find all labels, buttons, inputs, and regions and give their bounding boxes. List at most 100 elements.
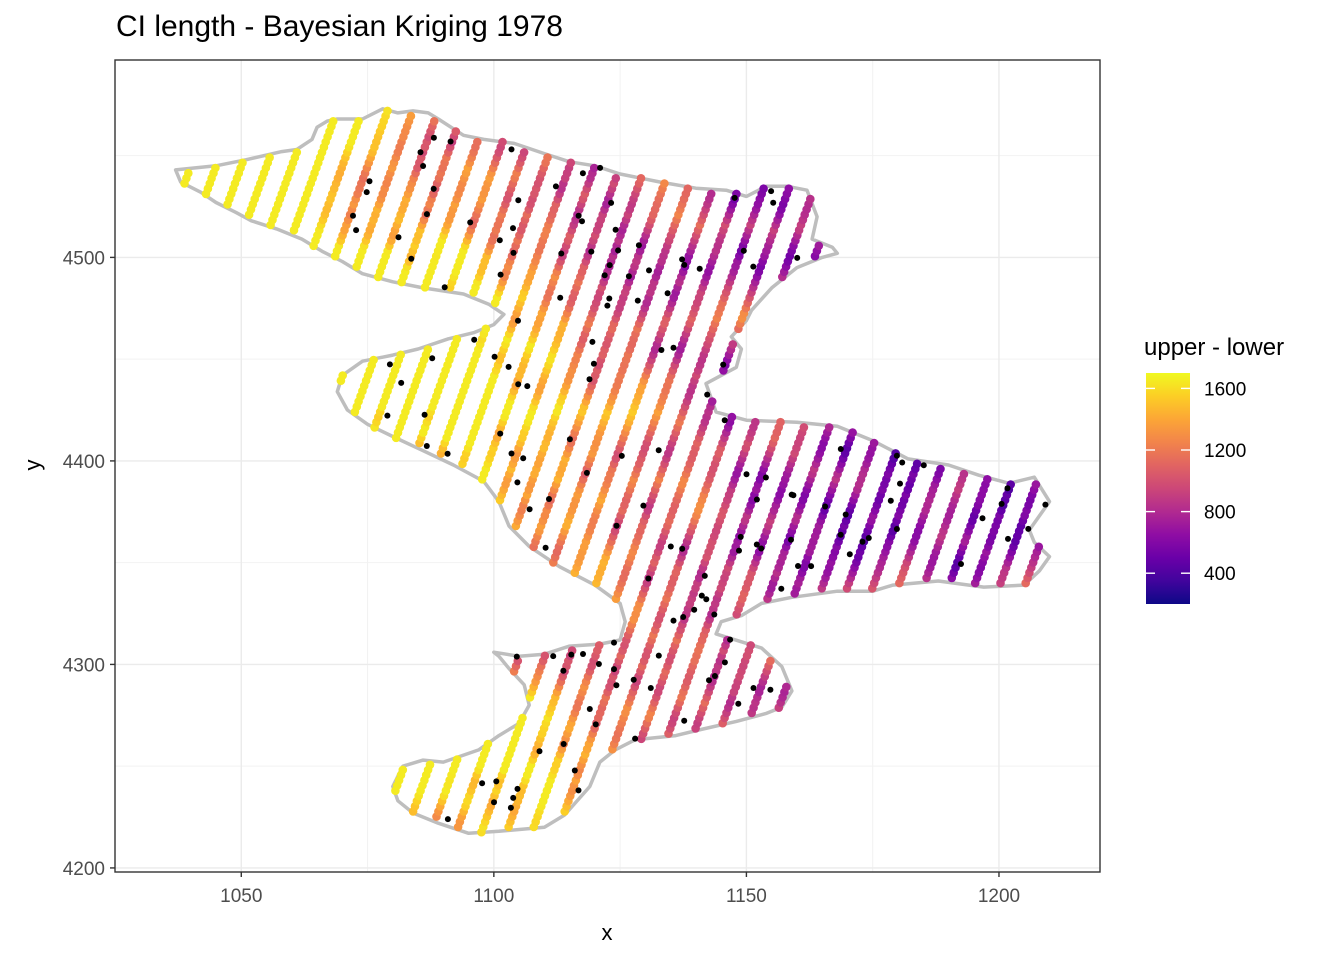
station-point bbox=[655, 652, 662, 659]
ci-point bbox=[406, 111, 416, 121]
station-point bbox=[750, 685, 757, 691]
station-point bbox=[711, 611, 718, 618]
grid-lines bbox=[115, 60, 1100, 872]
station-point bbox=[566, 436, 573, 443]
x-tick-label: 1100 bbox=[473, 886, 514, 907]
station-point bbox=[893, 526, 900, 532]
station-point bbox=[507, 804, 514, 811]
station-point bbox=[546, 496, 552, 502]
station-point bbox=[430, 134, 437, 141]
station-point bbox=[611, 639, 617, 646]
ci-point bbox=[452, 334, 462, 344]
station-point bbox=[579, 170, 586, 177]
station-point bbox=[493, 778, 500, 785]
station-point bbox=[560, 667, 567, 674]
station-point bbox=[613, 682, 620, 689]
ci-point bbox=[518, 713, 527, 723]
ci-point bbox=[383, 106, 392, 116]
ci-point bbox=[727, 412, 737, 422]
station-point bbox=[979, 515, 986, 522]
y-tick-label: 4400 bbox=[63, 452, 105, 473]
ci-point bbox=[766, 656, 775, 666]
station-point bbox=[846, 551, 853, 558]
legend-title: upper - lower bbox=[1144, 334, 1284, 361]
station-point bbox=[471, 336, 478, 343]
station-point bbox=[770, 199, 777, 206]
station-point bbox=[753, 541, 760, 548]
ci-point bbox=[936, 464, 945, 474]
station-point bbox=[429, 355, 436, 362]
station-point bbox=[1004, 485, 1011, 492]
station-point bbox=[558, 250, 565, 257]
station-point bbox=[386, 361, 393, 368]
station-point bbox=[508, 146, 515, 153]
colorbar bbox=[1146, 373, 1190, 604]
station-point bbox=[580, 651, 586, 657]
station-point bbox=[514, 785, 521, 792]
station-point bbox=[630, 676, 637, 683]
ci-point bbox=[429, 117, 439, 126]
station-point bbox=[586, 706, 593, 712]
station-point bbox=[696, 265, 703, 272]
ci-point bbox=[751, 417, 760, 427]
station-point bbox=[520, 455, 527, 462]
ci-point bbox=[292, 148, 302, 157]
station-point bbox=[444, 816, 451, 823]
station-point bbox=[588, 248, 595, 255]
station-point bbox=[698, 592, 705, 599]
ci-point bbox=[483, 739, 493, 749]
station-point bbox=[597, 164, 604, 171]
station-point bbox=[691, 606, 698, 613]
station-point bbox=[634, 297, 641, 304]
ci-point bbox=[912, 459, 922, 469]
station-point bbox=[353, 227, 360, 234]
station-point bbox=[606, 262, 613, 269]
station-point bbox=[720, 361, 727, 368]
station-point bbox=[510, 794, 517, 801]
station-point bbox=[731, 194, 738, 201]
station-point bbox=[681, 717, 688, 724]
station-point bbox=[679, 256, 686, 263]
station-point bbox=[395, 234, 402, 241]
station-point bbox=[788, 536, 794, 543]
station-point bbox=[679, 545, 686, 552]
station-point bbox=[575, 787, 582, 794]
station-point bbox=[542, 544, 549, 551]
station-point bbox=[430, 185, 437, 192]
ci-point bbox=[959, 469, 969, 479]
station-point bbox=[721, 417, 728, 424]
station-point bbox=[667, 543, 674, 550]
station-point bbox=[670, 617, 677, 624]
ci-point bbox=[784, 184, 794, 193]
ci-point bbox=[869, 438, 879, 448]
ci-point bbox=[806, 194, 815, 204]
station-point bbox=[423, 443, 430, 449]
ci-point bbox=[238, 158, 247, 168]
station-point bbox=[711, 673, 718, 679]
station-point bbox=[508, 450, 515, 457]
chart-title: CI length - Bayesian Kriging 1978 bbox=[116, 10, 563, 43]
ci-point bbox=[782, 682, 791, 692]
station-point bbox=[423, 211, 430, 218]
station-point bbox=[859, 538, 866, 545]
panel-border bbox=[114, 59, 1101, 873]
legend-tick-label: 1200 bbox=[1204, 441, 1246, 462]
station-point bbox=[606, 295, 613, 302]
ci-point bbox=[1034, 542, 1044, 552]
station-point bbox=[680, 614, 687, 620]
station-point bbox=[497, 430, 504, 437]
station-point bbox=[601, 272, 608, 279]
station-point bbox=[366, 178, 373, 185]
station-point bbox=[958, 561, 964, 567]
station-point bbox=[737, 533, 744, 540]
station-point bbox=[762, 474, 769, 481]
x-tick-label: 1050 bbox=[220, 886, 262, 907]
station-point bbox=[767, 686, 774, 693]
ci-point bbox=[589, 163, 599, 173]
station-point bbox=[497, 271, 504, 278]
x-tick-label: 1200 bbox=[978, 886, 1020, 907]
ci-point bbox=[369, 355, 378, 365]
station-point bbox=[513, 653, 520, 660]
station-point bbox=[595, 661, 602, 667]
station-point bbox=[706, 677, 712, 684]
